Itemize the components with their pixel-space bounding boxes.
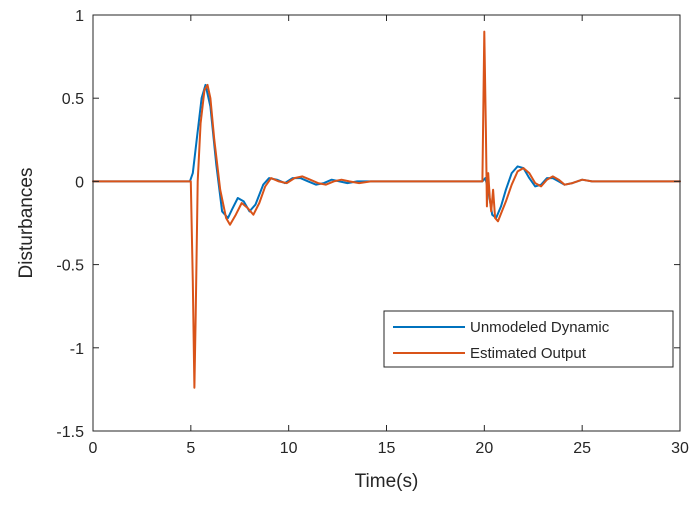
y-tick-label: 0: [75, 174, 84, 191]
x-tick-label: 20: [475, 440, 493, 457]
series-line-estimated-output: [92, 30, 681, 389]
x-tick-label: 30: [671, 440, 689, 457]
legend-label-unmodeled-dynamic: Unmodeled Dynamic: [470, 319, 610, 336]
y-axis-title: Disturbances: [16, 168, 37, 279]
y-tick-label: 1: [75, 8, 84, 25]
y-tick-label: -1.5: [56, 424, 84, 441]
legend: Unmodeled Dynamic Estimated Output: [383, 310, 674, 368]
x-axis-title: Time(s): [355, 471, 419, 492]
y-tick-label: -0.5: [56, 258, 84, 275]
x-tick-label: 5: [186, 440, 195, 457]
x-tick-label: 15: [378, 440, 396, 457]
ticks-layer: 0 5 10 15 20 25 30 -1.5 -1 -0.5 0 0.5 1: [56, 8, 689, 457]
series-layer: [92, 30, 681, 389]
y-tick-label: -1: [70, 341, 84, 358]
legend-box: [383, 310, 674, 368]
x-tick-label: 0: [89, 440, 98, 457]
plot-background: [93, 15, 680, 431]
legend-label-estimated-output: Estimated Output: [470, 345, 587, 362]
x-tick-label: 25: [573, 440, 591, 457]
y-tick-label: 0.5: [62, 91, 84, 108]
x-tick-label: 10: [280, 440, 298, 457]
